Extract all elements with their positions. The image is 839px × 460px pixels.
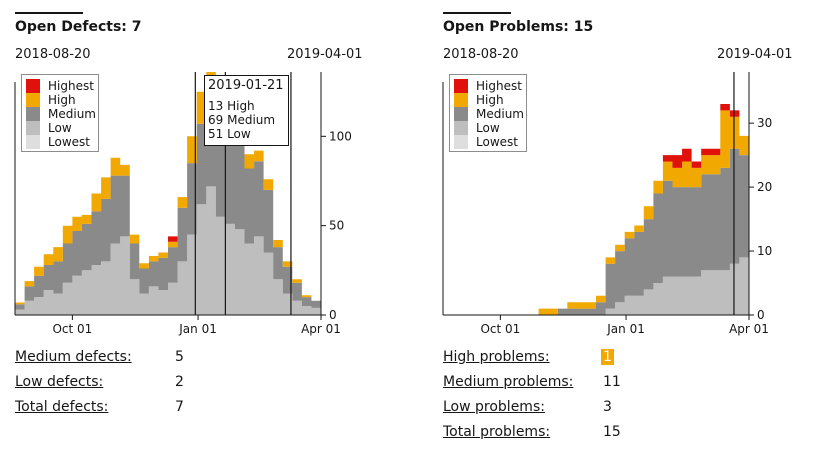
legend-label: Medium (48, 107, 96, 121)
tooltip-line-medium: 69 Medium (208, 113, 276, 127)
defects-title: Open Defects: 7 (15, 19, 142, 35)
legend-label: Medium (476, 107, 524, 121)
legend-swatch (26, 93, 40, 107)
x-tick-label: Apr 01 (729, 322, 769, 336)
y-tick-label: 30 (757, 116, 772, 130)
low-defects-value: 2 (175, 374, 184, 390)
x-tick-label: Apr 01 (301, 322, 341, 336)
total-defects-value: 7 (175, 399, 184, 415)
legend-item-lowest[interactable]: Lowest (26, 135, 98, 149)
legend-item-high[interactable]: High (26, 93, 98, 107)
x-tick-label: Oct 01 (52, 322, 92, 336)
high-problems-value: 1 (601, 349, 614, 365)
tooltip-line-high: 13 High (208, 99, 255, 113)
legend-label: High (48, 93, 76, 107)
total-problems-value: 15 (603, 424, 621, 440)
medium-defects-link[interactable]: Medium defects: (15, 349, 132, 365)
legend-item-medium[interactable]: Medium (454, 107, 526, 121)
legend-item-highest[interactable]: Highest (454, 79, 526, 93)
problems-chart[interactable]: 0 10 20 30 Oct 01 Jan 01 Apr 01 (428, 60, 828, 350)
title-accent-bar (443, 12, 511, 14)
low-problems-value: 3 (603, 399, 612, 415)
legend-swatch (454, 79, 468, 93)
legend-item-highest[interactable]: Highest (26, 79, 98, 93)
medium-problems-value: 11 (603, 374, 621, 390)
medium-problems-link[interactable]: Medium problems: (443, 374, 574, 390)
legend-swatch (26, 107, 40, 121)
legend-swatch (26, 79, 40, 93)
total-defects-link[interactable]: Total defects: (15, 399, 109, 415)
high-problems-link[interactable]: High problems: (443, 349, 550, 365)
y-tick-label: 100 (329, 129, 352, 143)
legend-item-low[interactable]: Low (26, 121, 98, 135)
y-tick-label: 0 (329, 308, 337, 322)
legend-swatch (454, 93, 468, 107)
area-low (443, 257, 749, 315)
date-range-end: 2019-04-01 (717, 47, 793, 62)
total-problems-link[interactable]: Total problems: (443, 424, 551, 440)
legend-item-lowest[interactable]: Lowest (454, 135, 526, 149)
low-defects-link[interactable]: Low defects: (15, 374, 104, 390)
problems-legend: Highest High Medium Low Lowest (449, 74, 527, 152)
problems-title: Open Problems: 15 (443, 19, 594, 35)
x-tick-label: Jan 01 (606, 322, 645, 336)
legend-swatch (26, 135, 40, 149)
legend-swatch (26, 121, 40, 135)
y-tick-label: 50 (329, 219, 344, 233)
date-range-end: 2019-04-01 (287, 47, 363, 62)
legend-label: Highest (476, 79, 522, 93)
defects-panel: Open Defects: 7 2018-08-20 2019-04-01 0 5… (0, 0, 400, 460)
tooltip-date: 2019-01-21 (208, 78, 284, 93)
date-range-start: 2018-08-20 (443, 47, 519, 62)
date-range-start: 2018-08-20 (15, 47, 91, 62)
x-tick-label: Oct 01 (480, 322, 520, 336)
chart-tooltip: 2019-01-21 13 High 69 Medium 51 Low (204, 75, 289, 146)
legend-swatch (454, 121, 468, 135)
legend-swatch (454, 135, 468, 149)
legend-label: High (476, 93, 504, 107)
y-tick-label: 20 (757, 180, 772, 194)
legend-label: Lowest (476, 135, 518, 149)
area-medium (15, 97, 321, 310)
legend-swatch (454, 107, 468, 121)
medium-defects-value: 5 (175, 349, 184, 365)
area-medium (443, 148, 749, 315)
legend-label: Low (48, 121, 72, 135)
legend-item-low[interactable]: Low (454, 121, 526, 135)
legend-item-high[interactable]: High (454, 93, 526, 107)
problems-panel: Open Problems: 15 2018-08-20 2019-04-01 … (428, 0, 828, 460)
legend-item-medium[interactable]: Medium (26, 107, 98, 121)
area-highest (443, 104, 749, 315)
stacked-areas (443, 104, 749, 316)
y-tick-label: 10 (757, 244, 772, 258)
tooltip-line-low: 51 Low (208, 127, 251, 141)
defects-legend: Highest High Medium Low Lowest (21, 74, 99, 152)
legend-label: Low (476, 121, 500, 135)
y-tick-label: 0 (757, 308, 765, 322)
legend-label: Lowest (48, 135, 90, 149)
x-tick-label: Jan 01 (178, 322, 217, 336)
title-accent-bar (15, 12, 83, 14)
area-low (15, 186, 321, 315)
legend-label: Highest (48, 79, 94, 93)
low-problems-link[interactable]: Low problems: (443, 399, 545, 415)
